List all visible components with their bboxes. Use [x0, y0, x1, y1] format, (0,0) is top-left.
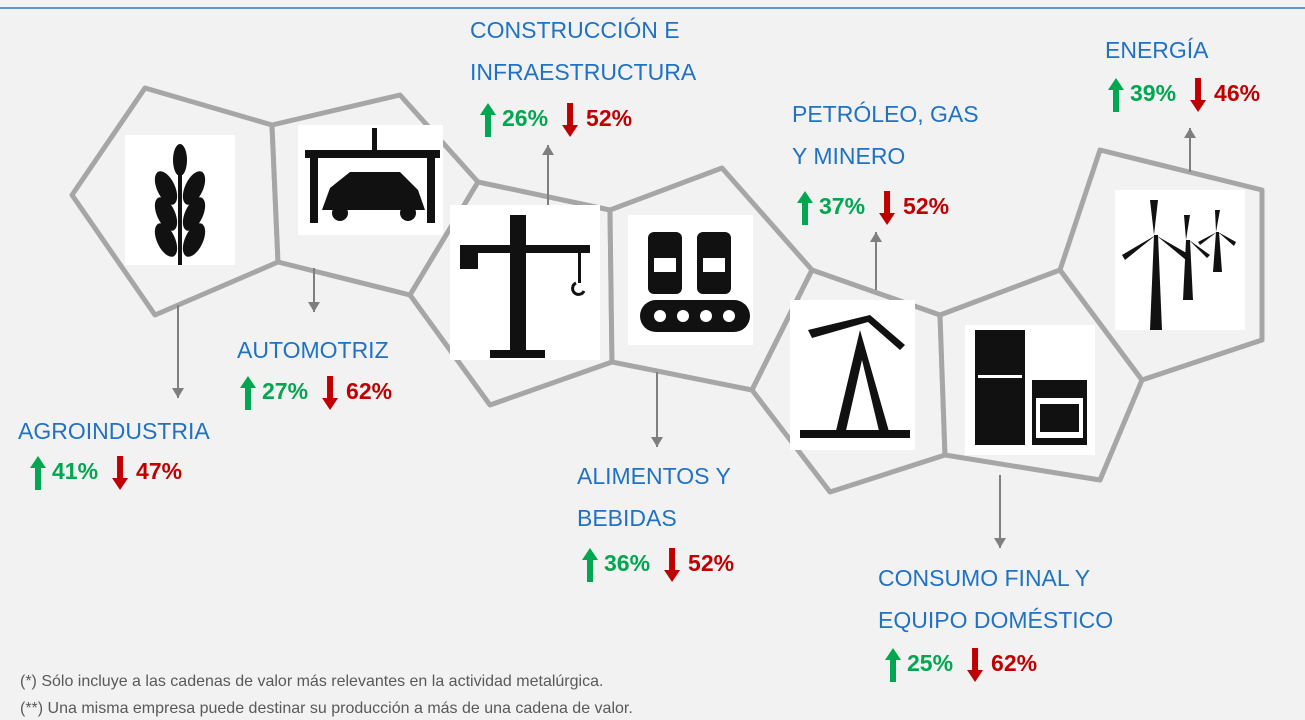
down-arrow: [664, 548, 680, 582]
footnote: (*) Sólo incluye a las cadenas de valor …: [20, 673, 603, 690]
chain-label: INFRAESTRUCTURA: [470, 59, 697, 85]
connector-head: [994, 538, 1006, 548]
down-pct: 52%: [903, 193, 949, 219]
down-arrow: [967, 648, 983, 682]
chain-label: CONSTRUCCIÓN E: [470, 17, 680, 43]
up-pct: 39%: [1130, 80, 1176, 106]
connector-head: [1184, 128, 1196, 138]
chain-label: ENERGÍA: [1105, 37, 1209, 63]
chain-label: BEBIDAS: [577, 505, 677, 531]
footnote: (**) Una misma empresa puede destinar su…: [20, 700, 633, 717]
connector-head: [870, 232, 882, 242]
down-arrow: [879, 191, 895, 225]
up-pct: 36%: [604, 550, 650, 576]
up-arrow: [30, 456, 46, 490]
up-arrow: [1108, 78, 1124, 112]
icon-bg: [1115, 190, 1245, 330]
chain-label: CONSUMO FINAL Y: [878, 565, 1090, 591]
up-pct: 27%: [262, 378, 308, 404]
down-arrow: [112, 456, 128, 490]
down-pct: 47%: [136, 458, 182, 484]
chain-label: ALIMENTOS Y: [577, 463, 731, 489]
chain-label: AUTOMOTRIZ: [237, 337, 389, 363]
chain-label: AGROINDUSTRIA: [18, 418, 210, 444]
up-pct: 26%: [502, 105, 548, 131]
connector-head: [308, 302, 320, 312]
up-arrow: [480, 103, 496, 137]
down-arrow: [562, 103, 578, 137]
down-pct: 52%: [688, 550, 734, 576]
down-pct: 52%: [586, 105, 632, 131]
chain-label: PETRÓLEO, GAS: [792, 101, 979, 127]
infographic: AGROINDUSTRIA 41% 47% AUTOMOTRIZ 27% 62% CONST…: [0, 0, 1305, 720]
connector-head: [172, 388, 184, 398]
up-pct: 37%: [819, 193, 865, 219]
connector-head: [542, 145, 554, 155]
up-pct: 25%: [907, 650, 953, 676]
chain-label: EQUIPO DOMÉSTICO: [878, 607, 1113, 633]
down-pct: 62%: [991, 650, 1037, 676]
up-arrow: [582, 548, 598, 582]
down-arrow: [1190, 78, 1206, 112]
down-pct: 62%: [346, 378, 392, 404]
up-arrow: [240, 376, 256, 410]
chain-label: Y MINERO: [792, 143, 905, 169]
down-pct: 46%: [1214, 80, 1260, 106]
connector-head: [651, 437, 663, 447]
up-arrow: [885, 648, 901, 682]
up-pct: 41%: [52, 458, 98, 484]
down-arrow: [322, 376, 338, 410]
up-arrow: [797, 191, 813, 225]
